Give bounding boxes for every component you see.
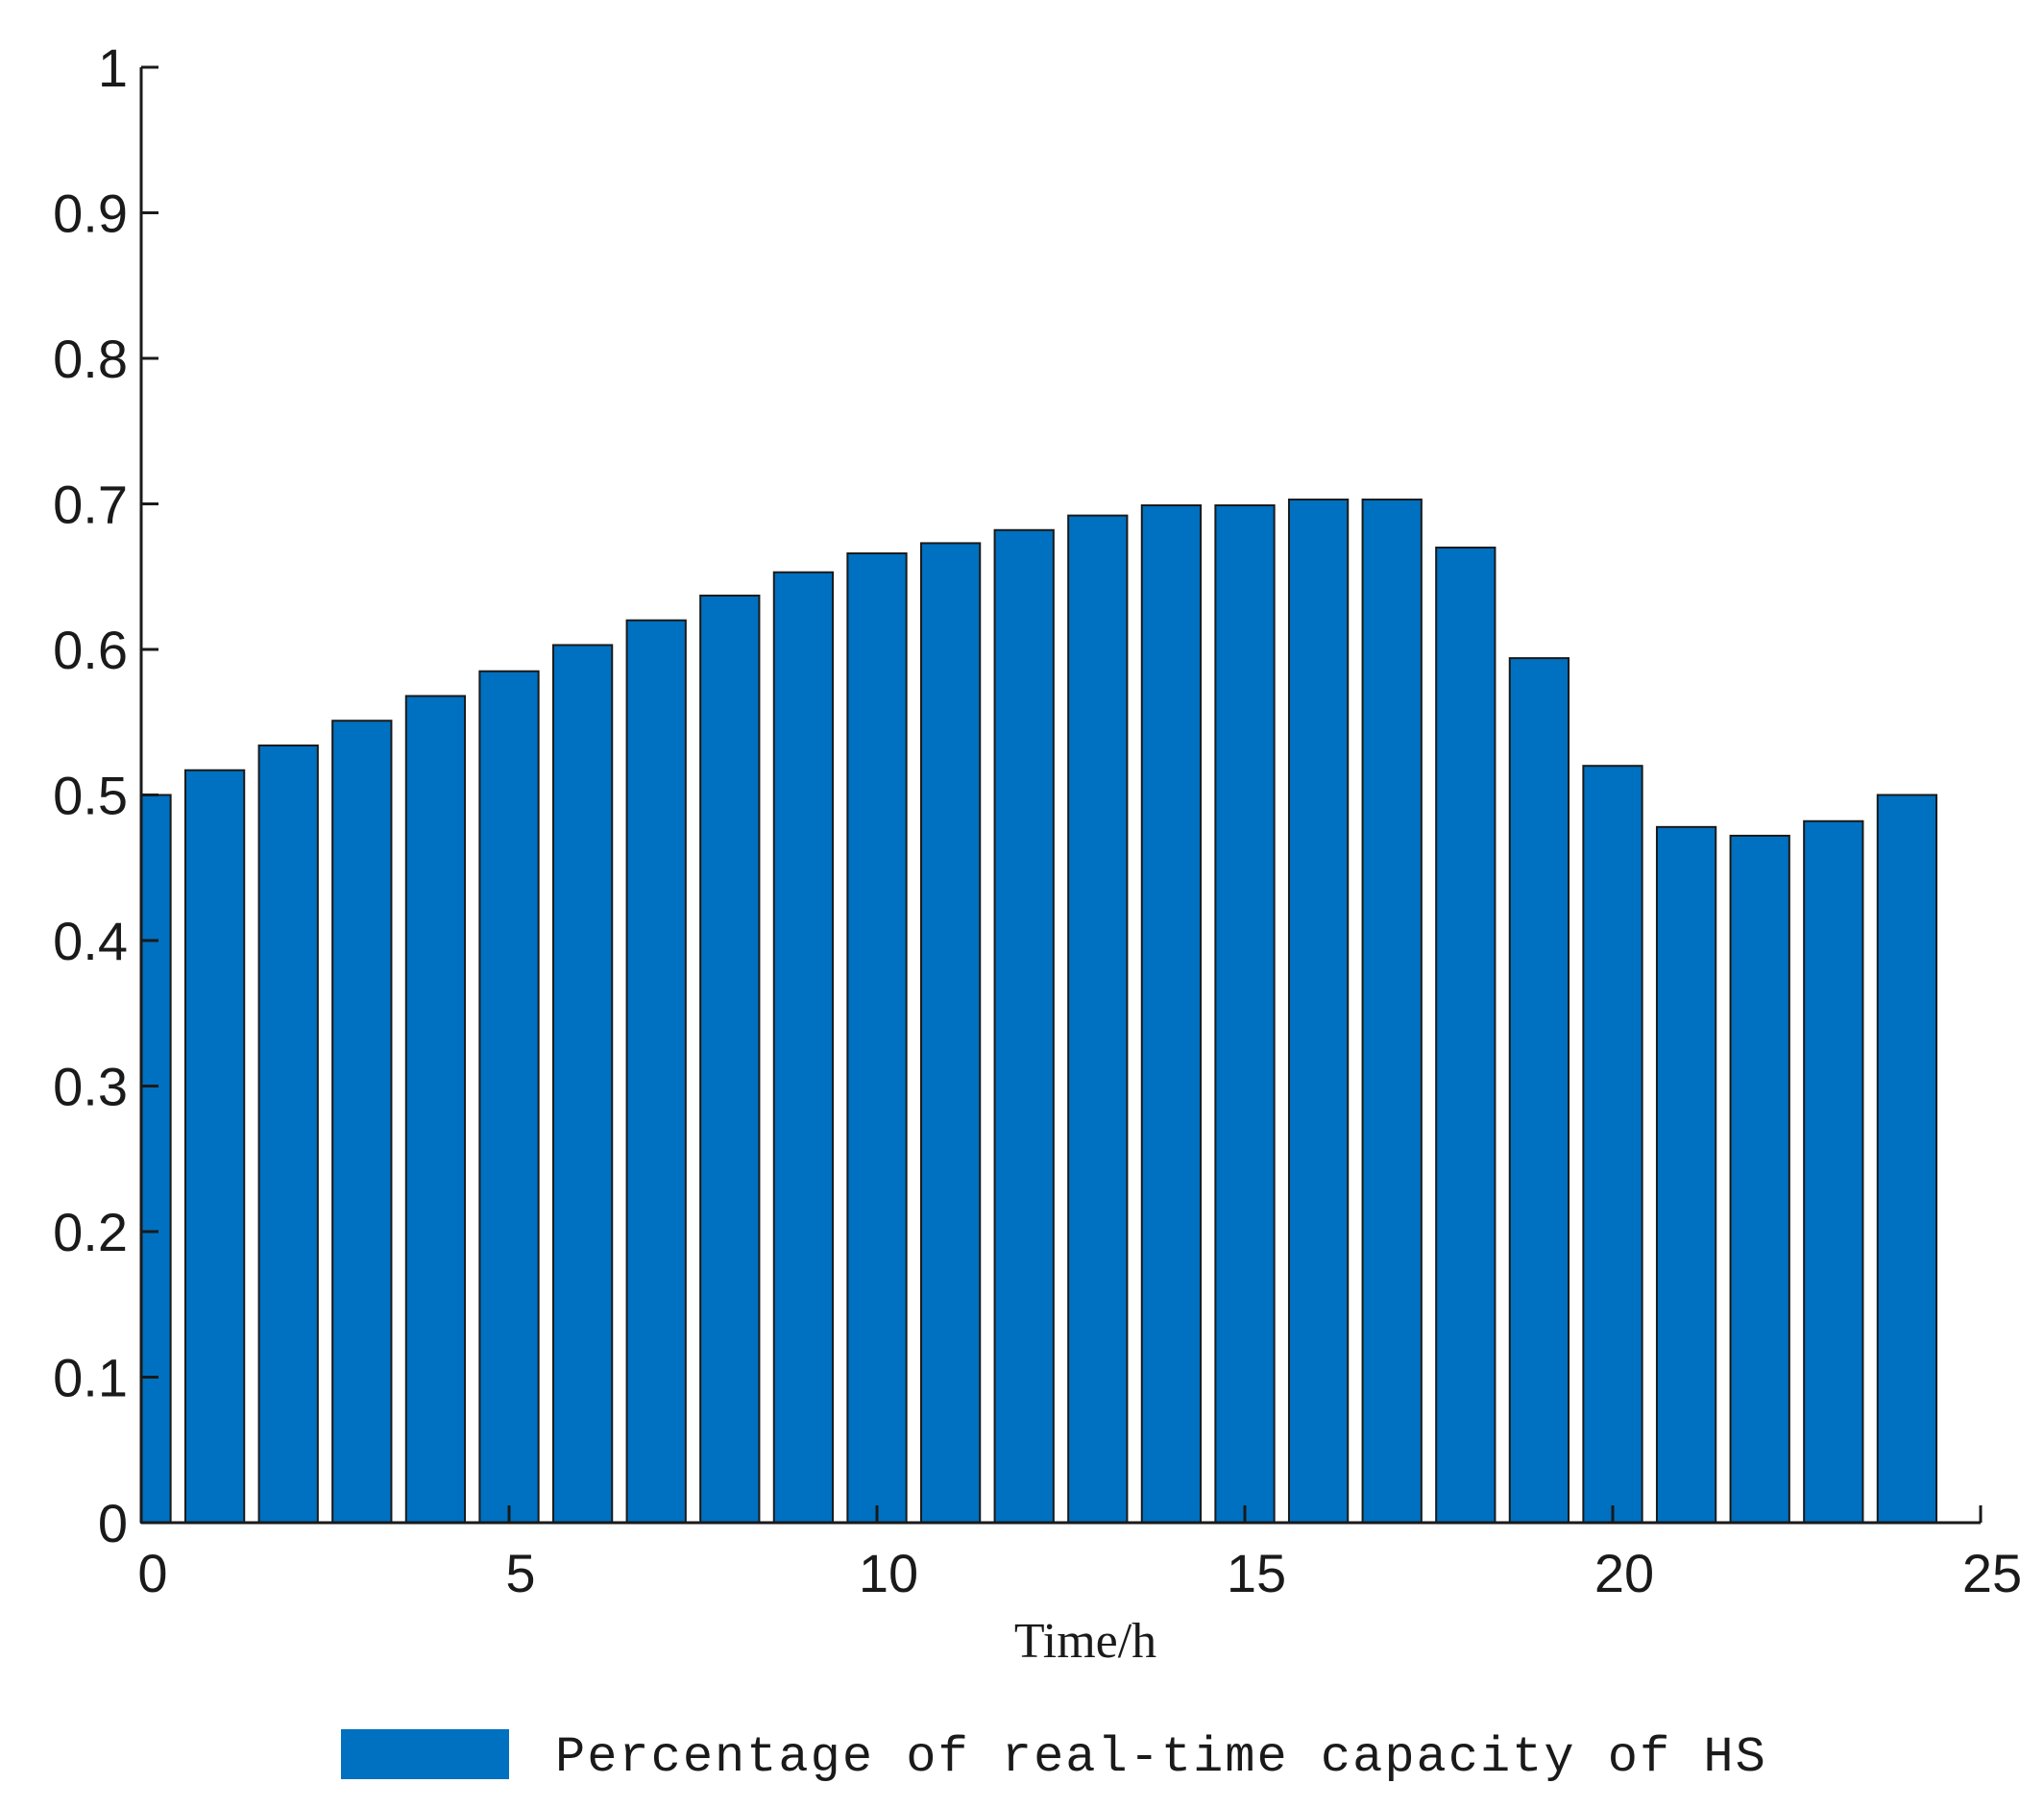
bar-h1 xyxy=(183,769,246,1524)
x-ticks-group: 0 5 10 15 20 25 xyxy=(137,1505,2022,1603)
bar-h19 xyxy=(1508,657,1570,1524)
bar-h11 xyxy=(919,542,982,1524)
y-tick-label: 0.5 xyxy=(53,766,128,826)
y-tick-label: 0.9 xyxy=(53,183,128,244)
bar-h0 xyxy=(140,794,172,1524)
y-ticks-group: 0 0.1 0.2 0.3 0.4 0.5 0.6 0.7 0.8 0.9 1 xyxy=(53,37,158,1553)
y-tick-label: 1 xyxy=(98,37,128,98)
y-tick-label: 0.4 xyxy=(53,911,128,971)
x-tick-label: 5 xyxy=(505,1543,535,1603)
y-tick-label: 0.2 xyxy=(53,1202,128,1262)
x-tick-label: 10 xyxy=(859,1543,918,1603)
legend-swatch xyxy=(341,1729,509,1779)
legend: Percentage of real-time capacity of HS xyxy=(341,1729,1767,1786)
bar-h24 xyxy=(1876,794,1938,1524)
bar-h17 xyxy=(1361,498,1423,1525)
bar-h3 xyxy=(331,720,393,1524)
bar-h8 xyxy=(699,594,761,1524)
bar-h5 xyxy=(478,670,540,1524)
y-tick-label: 0.7 xyxy=(53,475,128,535)
bars-group xyxy=(140,498,1938,1525)
bar-h16 xyxy=(1287,498,1350,1525)
bar-h10 xyxy=(846,552,908,1524)
y-tick-label: 0.3 xyxy=(53,1057,128,1117)
bar-h12 xyxy=(993,528,1055,1524)
bar-h9 xyxy=(772,571,835,1524)
bar-h2 xyxy=(257,744,319,1524)
bar-h6 xyxy=(551,644,614,1524)
legend-label: Percentage of real-time capacity of HS xyxy=(555,1729,1767,1786)
x-tick-label: 15 xyxy=(1227,1543,1286,1603)
bar-h22 xyxy=(1729,834,1790,1524)
bar-h7 xyxy=(625,619,687,1524)
y-tick-label: 0 xyxy=(98,1493,128,1553)
bar-h23 xyxy=(1803,819,1864,1524)
x-tick-label: 25 xyxy=(1962,1543,2022,1603)
y-tick-label: 0.1 xyxy=(53,1348,128,1408)
x-axis-title: Time/h xyxy=(1014,1614,1156,1669)
bar-h18 xyxy=(1435,546,1496,1524)
bar-h4 xyxy=(404,695,467,1524)
x-tick-label: 0 xyxy=(137,1543,167,1603)
bar-h14 xyxy=(1140,504,1203,1524)
y-tick-label: 0.8 xyxy=(53,329,128,389)
bar-h13 xyxy=(1067,514,1129,1524)
bar-h21 xyxy=(1655,825,1717,1524)
bar-h15 xyxy=(1214,504,1276,1524)
bar-h20 xyxy=(1582,765,1643,1524)
y-tick-label: 0.6 xyxy=(53,620,128,680)
x-tick-label: 20 xyxy=(1594,1543,1654,1603)
